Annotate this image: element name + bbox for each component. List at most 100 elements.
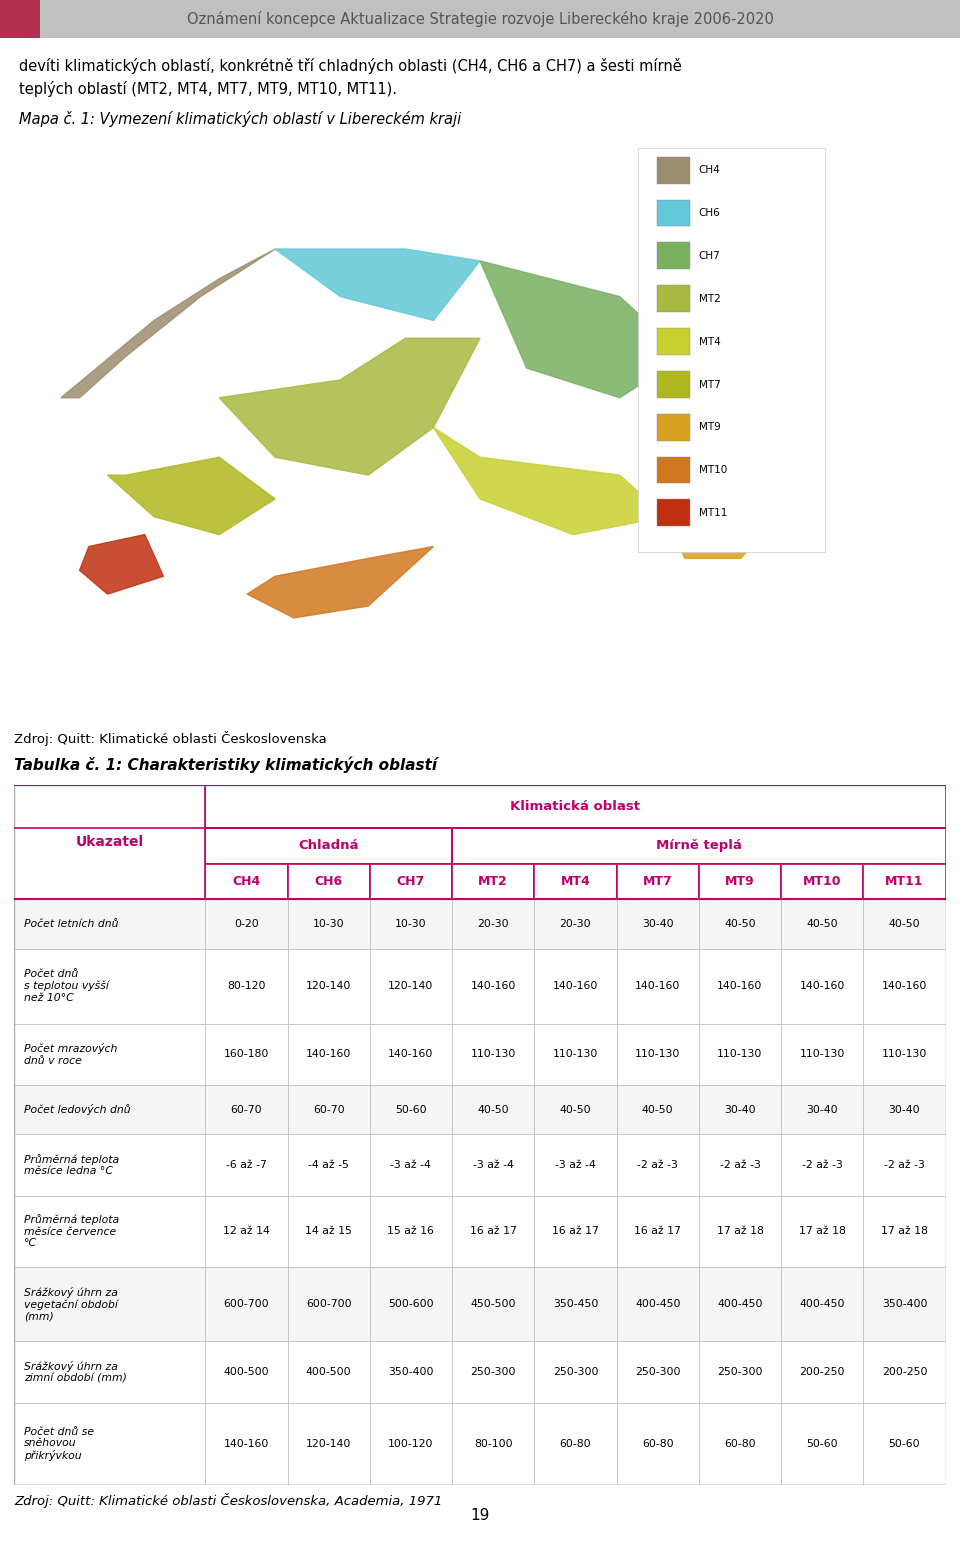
Bar [288,1403,370,1485]
Bar [288,863,370,899]
Text: 60-80: 60-80 [724,1438,756,1449]
Text: 10-30: 10-30 [396,919,427,928]
Text: MT7: MT7 [643,874,673,888]
Text: 16 až 17: 16 až 17 [552,1226,599,1235]
Bar [370,1085,452,1135]
Text: 110-130: 110-130 [800,1049,845,1059]
Bar [863,1266,946,1341]
Text: Srážkový úhrn za
zimní období (mm): Srážkový úhrn za zimní období (mm) [24,1361,127,1383]
Bar [616,899,699,949]
Text: 10-30: 10-30 [313,919,345,928]
Bar [288,1085,370,1135]
Text: Tabulka č. 1: Charakteristiky klimatických oblastí: Tabulka č. 1: Charakteristiky klimatický… [14,756,438,773]
Bar [452,1085,535,1135]
Bar [535,1403,616,1485]
Bar [14,1403,205,1485]
Bar [288,899,370,949]
Text: 60-80: 60-80 [642,1438,674,1449]
Text: 140-160: 140-160 [635,981,681,990]
Text: 140-160: 140-160 [882,981,927,990]
Bar [14,784,205,899]
Text: 30-40: 30-40 [642,919,674,928]
Text: 500-600: 500-600 [388,1299,434,1310]
Text: 400-450: 400-450 [800,1299,845,1310]
Bar [781,863,863,899]
Bar [14,1341,205,1403]
Bar [452,899,535,949]
Bar [288,1266,370,1341]
Text: MT9: MT9 [725,874,755,888]
Text: 140-160: 140-160 [800,981,845,990]
Bar [616,1341,699,1403]
Text: 16 až 17: 16 až 17 [635,1226,682,1235]
Text: -3 až -4: -3 až -4 [391,1159,431,1170]
Text: devíti klimatických oblastí, konkrétně tří chladných oblasti (CH4, CH6 a CH7) a : devíti klimatických oblastí, konkrétně t… [19,59,682,74]
Bar [370,1266,452,1341]
Bar [657,414,689,440]
Bar [205,949,288,1023]
Text: 140-160: 140-160 [553,981,598,990]
Bar [657,242,689,270]
Bar [699,1023,781,1085]
Bar [781,1266,863,1341]
Bar [205,1266,288,1341]
Polygon shape [248,547,434,618]
Bar [205,784,946,828]
Bar [205,863,288,899]
Bar [14,949,205,1023]
Text: 400-450: 400-450 [717,1299,762,1310]
Text: 200-250: 200-250 [881,1367,927,1376]
Text: 60-80: 60-80 [560,1438,591,1449]
Text: 400-450: 400-450 [635,1299,681,1310]
Text: Průměrná teplota
měsíce července
°C: Průměrná teplota měsíce července °C [24,1214,119,1248]
Text: 60-70: 60-70 [230,1105,262,1114]
Text: -6 až -7: -6 až -7 [226,1159,267,1170]
Bar [452,1266,535,1341]
Text: 140-160: 140-160 [388,1049,434,1059]
Bar [535,1266,616,1341]
Text: -2 až -3: -2 až -3 [802,1159,843,1170]
Text: -2 až -3: -2 až -3 [637,1159,678,1170]
Text: 80-100: 80-100 [474,1438,513,1449]
Text: 120-140: 120-140 [388,981,434,990]
Text: 400-500: 400-500 [224,1367,269,1376]
Bar [205,899,288,949]
Bar [616,863,699,899]
Bar [535,1135,616,1195]
Text: MT10: MT10 [803,874,842,888]
Text: 250-300: 250-300 [470,1367,516,1376]
Bar [781,949,863,1023]
Polygon shape [276,250,480,321]
Text: 17 až 18: 17 až 18 [716,1226,763,1235]
Bar [205,828,452,863]
Text: 40-50: 40-50 [477,1105,509,1114]
Bar [288,1195,370,1266]
Text: 50-60: 50-60 [396,1105,427,1114]
Text: Srážkový úhrn za
vegetační období
(mm): Srážkový úhrn za vegetační období (mm) [24,1286,117,1322]
Text: CH4: CH4 [232,874,260,888]
Bar [14,899,205,949]
Bar [616,1135,699,1195]
Text: 40-50: 40-50 [560,1105,591,1114]
Bar [616,1266,699,1341]
Text: CH7: CH7 [396,874,425,888]
Text: 17 až 18: 17 až 18 [881,1226,928,1235]
Bar [535,949,616,1023]
Bar [781,1403,863,1485]
Text: MT11: MT11 [699,508,728,518]
Text: 600-700: 600-700 [306,1299,351,1310]
Text: 200-250: 200-250 [800,1367,845,1376]
Bar [14,1195,205,1266]
Text: MT9: MT9 [699,423,721,432]
Bar [205,1085,288,1135]
Text: 20-30: 20-30 [477,919,509,928]
Bar [657,499,689,527]
Text: MT2: MT2 [478,874,508,888]
Bar [781,899,863,949]
Text: 14 až 15: 14 až 15 [305,1226,352,1235]
Bar [452,1403,535,1485]
Text: 50-60: 50-60 [889,1438,921,1449]
Text: 80-120: 80-120 [228,981,266,990]
Text: 350-400: 350-400 [388,1367,434,1376]
Bar [616,949,699,1023]
